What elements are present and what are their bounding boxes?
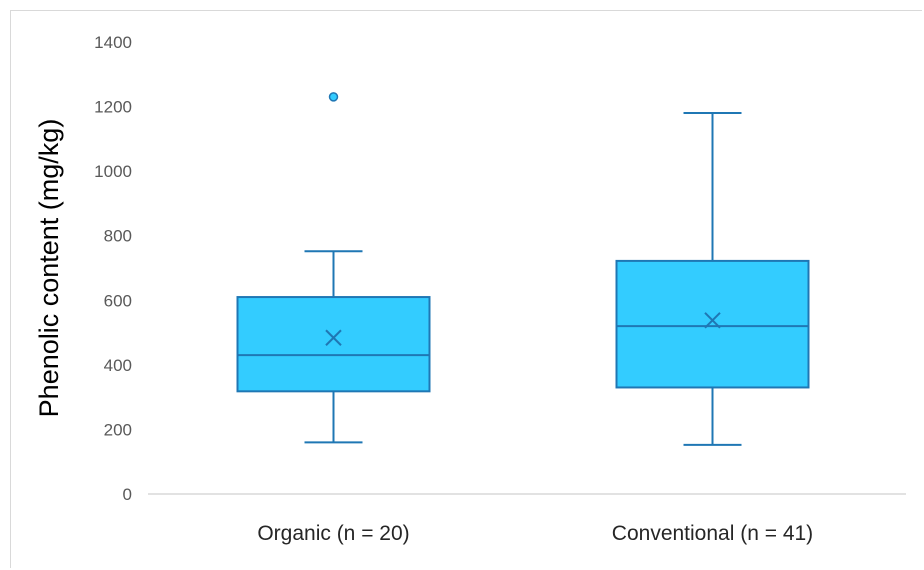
y-tick-label: 400	[104, 356, 132, 375]
y-tick-label: 1000	[94, 162, 132, 181]
y-tick-label: 1400	[94, 33, 132, 52]
box-series	[236, 92, 810, 446]
interquartile-box	[615, 259, 810, 389]
category-labels: Organic (n = 20) Conventional (n = 41)	[257, 522, 813, 545]
y-tick-label: 200	[104, 420, 132, 439]
outlier-point	[328, 92, 339, 102]
y-tick-label: 1200	[94, 98, 132, 117]
mean-marker-stroke-b	[704, 312, 721, 329]
y-axis-title: Phenolic content (mg/kg)	[34, 119, 64, 418]
y-axis-title-group: Phenolic content (mg/kg)	[34, 119, 64, 418]
box-conventional	[615, 112, 810, 446]
y-tick-label: 800	[104, 227, 132, 246]
box-organic	[236, 92, 431, 444]
y-tick-label: 0	[123, 485, 132, 504]
mean-marker-stroke-b	[325, 329, 342, 346]
y-axis-ticks: 0 200 400 600 800 1000 1200 1400	[94, 33, 132, 504]
y-tick-label: 600	[104, 291, 132, 310]
category-label: Conventional (n = 41)	[612, 522, 813, 545]
category-label: Organic (n = 20)	[257, 522, 409, 545]
interquartile-box	[236, 296, 431, 393]
